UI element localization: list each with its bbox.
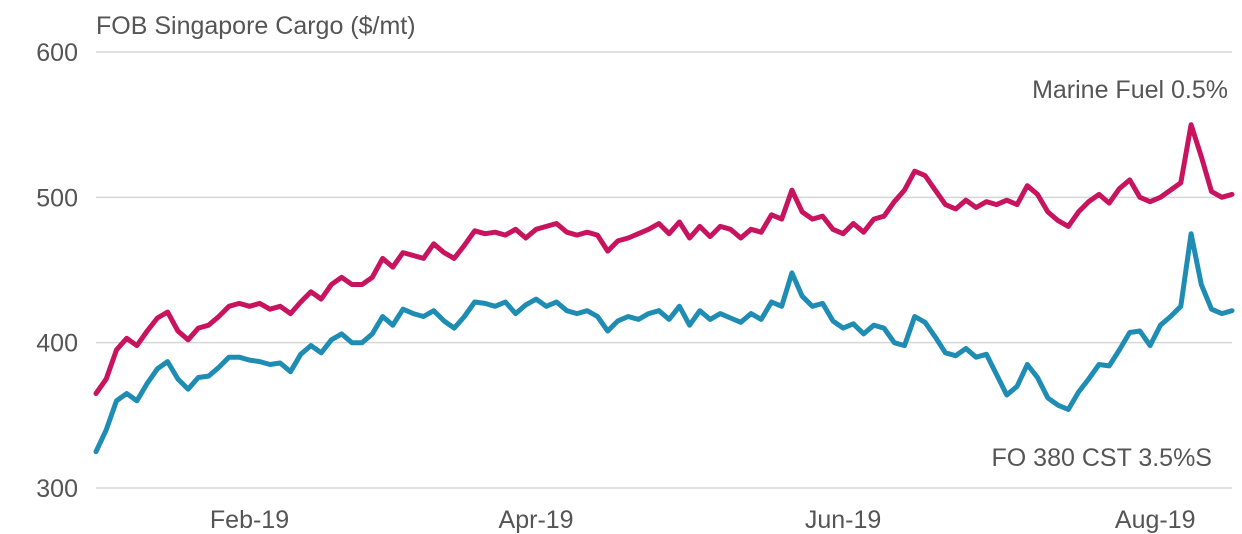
- x-axis-ticks: Feb-19 Apr-19 Jun-19 Aug-19: [210, 506, 1196, 534]
- series-label-marine-fuel: Marine Fuel 0.5%: [1032, 76, 1228, 104]
- x-tick-label: Aug-19: [1115, 506, 1196, 534]
- x-tick-label: Jun-19: [805, 506, 881, 534]
- series-line-marine-fuel: [93, 122, 1235, 396]
- y-tick-label: 400: [36, 330, 78, 358]
- y-tick-label: 300: [36, 475, 78, 503]
- y-tick-label: 600: [36, 39, 78, 67]
- y-tick-label: 500: [36, 184, 78, 212]
- series-label-fo-380: FO 380 CST 3.5%S: [992, 444, 1212, 472]
- gridlines: [96, 51, 1232, 489]
- x-tick-label: Feb-19: [210, 506, 289, 534]
- series-lines: [93, 122, 1235, 455]
- series-line-fo-380: [93, 231, 1235, 455]
- y-axis-title: FOB Singapore Cargo ($/mt): [96, 12, 416, 40]
- y-axis-ticks: 300 400 500 600: [36, 39, 78, 503]
- x-tick-label: Apr-19: [499, 506, 574, 534]
